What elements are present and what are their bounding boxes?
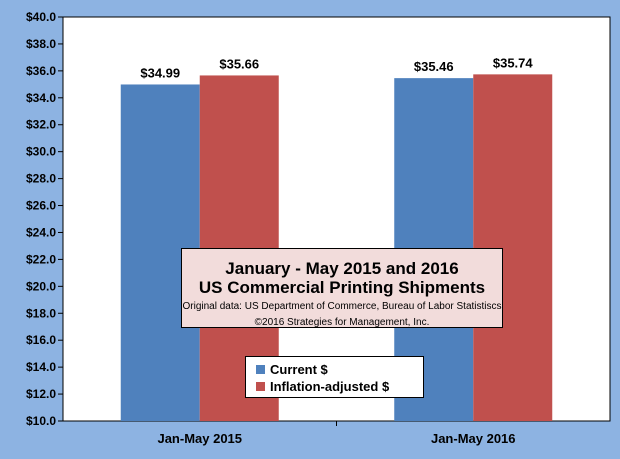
y-tick-label: $12.0 — [26, 387, 56, 401]
chart-subtitle: US Commercial Printing Shipments — [198, 278, 486, 297]
legend-item-inflation-adjusted: Inflation-adjusted $ — [256, 378, 423, 395]
y-tick-label: $14.0 — [26, 360, 56, 374]
data-label: $35.46 — [414, 59, 454, 74]
legend: Current $ Inflation-adjusted $ — [245, 356, 424, 398]
legend-item-current: Current $ — [256, 361, 423, 378]
source-line-2: ©2016 Strategies for Management, Inc. — [254, 317, 430, 328]
legend-label-current: Current $ — [270, 362, 328, 377]
legend-swatch-inflation-adjusted — [256, 382, 265, 391]
chart-title-box: January - May 2015 and 2016 US Commercia… — [181, 248, 503, 328]
y-tick-label: $28.0 — [26, 172, 56, 186]
x-tick-label: Jan-May 2015 — [157, 431, 242, 446]
data-label: $35.74 — [493, 55, 534, 70]
legend-swatch-current — [256, 365, 265, 374]
y-tick-label: $18.0 — [26, 306, 56, 320]
chart-title: January - May 2015 and 2016 — [225, 259, 459, 278]
legend-label-inflation-adjusted: Inflation-adjusted $ — [270, 379, 390, 394]
data-labels: $34.99 $35.46 $35.66 $35.74 — [140, 55, 533, 80]
y-tick-label: $38.0 — [26, 37, 56, 51]
y-tick-label: $26.0 — [26, 199, 56, 213]
y-tick-label: $30.0 — [26, 145, 56, 159]
source-line-1: Original data: US Department of Commerce… — [182, 301, 502, 312]
x-tick-label: Jan-May 2016 — [431, 431, 516, 446]
y-tick-label: $16.0 — [26, 333, 56, 347]
y-tick-label: $32.0 — [26, 118, 56, 132]
y-tick-label: $36.0 — [26, 64, 56, 78]
bar — [473, 74, 553, 422]
y-tick-label: $34.0 — [26, 91, 56, 105]
y-tick-label: $10.0 — [26, 414, 56, 428]
y-tick-label: $22.0 — [26, 252, 56, 266]
data-label: $35.66 — [219, 56, 259, 71]
x-axis: Jan-May 2015 Jan-May 2016 — [157, 421, 516, 446]
y-axis: $10.0 $12.0 $14.0 $16.0 $18.0 $20.0 $22.0 $24.0… — [26, 10, 63, 428]
y-tick-label: $40.0 — [26, 10, 56, 24]
y-tick-label: $24.0 — [26, 225, 56, 239]
data-label: $34.99 — [140, 65, 180, 80]
y-tick-label: $20.0 — [26, 279, 56, 293]
